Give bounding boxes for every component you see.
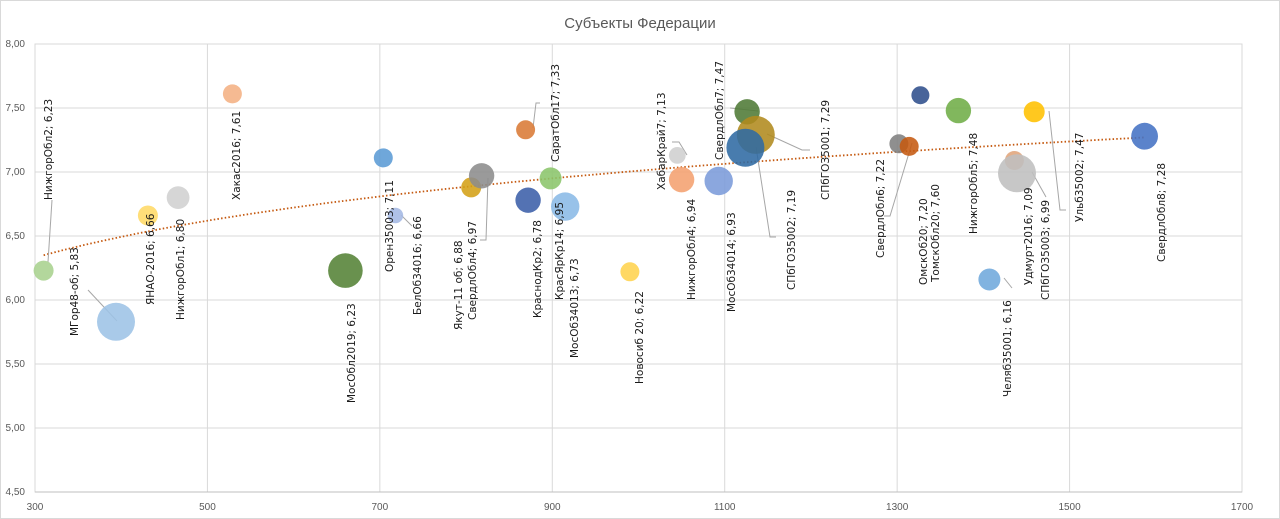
- x-tick-label: 900: [544, 502, 561, 513]
- data-label: НижгорОбл2; 6,23: [43, 99, 55, 200]
- bubble: [468, 163, 495, 189]
- bubble: [33, 260, 54, 281]
- y-tick-label: 5,00: [6, 423, 26, 434]
- x-tick-label: 300: [27, 502, 44, 513]
- data-label: СвердлОбл6; 7,22: [875, 159, 887, 258]
- y-tick-label: 7,00: [6, 167, 26, 178]
- y-tick-label: 7,50: [6, 103, 26, 114]
- data-label: ОмскОб20; 7,20: [918, 198, 930, 285]
- bubble: [668, 167, 695, 193]
- bubble: [998, 154, 1036, 193]
- data-label: Ульб35002; 7,47: [1074, 133, 1086, 222]
- data-label: НижгорОбл4; 6,94: [686, 199, 698, 300]
- data-label: МосОб34013; 6,73: [569, 258, 581, 358]
- bubble: [620, 262, 640, 282]
- bubble: [516, 120, 536, 140]
- data-label: МГор48-об; 5,83: [69, 247, 81, 336]
- leader-line: [480, 177, 489, 241]
- bubbles: [33, 84, 1158, 341]
- y-tick-label: 6,00: [6, 295, 26, 306]
- data-label: СПбГОЗ5003; 6,99: [1040, 200, 1052, 300]
- bubble: [166, 186, 190, 210]
- bubble: [1023, 101, 1045, 123]
- bubble: [668, 147, 686, 164]
- leader-line: [532, 102, 540, 129]
- bubble: [899, 136, 919, 156]
- data-label: ЯНАО-2016; 6,66: [145, 213, 157, 305]
- y-tick-label: 6,50: [6, 231, 26, 242]
- bubble: [539, 167, 562, 190]
- chart-title: Субъекты Федерации: [564, 15, 715, 32]
- leader-line: [1003, 277, 1013, 289]
- data-label: Удмурт2016; 7,09: [1023, 187, 1035, 285]
- bubble: [328, 253, 363, 288]
- leader-line: [1048, 110, 1066, 211]
- bubble: [387, 207, 404, 224]
- leader-line: [755, 146, 776, 238]
- bubble: [373, 148, 393, 168]
- x-tick-label: 1300: [886, 502, 909, 513]
- data-label: Орен35003; 7,11: [384, 180, 396, 272]
- x-tick-label: 1100: [714, 502, 736, 513]
- data-label: СПбГОЗ5001; 7,29: [820, 100, 832, 200]
- bubble: [726, 128, 765, 167]
- data-label: СПбГОЗ5002; 7,19: [786, 190, 798, 290]
- bubble: [911, 86, 930, 105]
- y-tick-label: 5,50: [6, 359, 26, 370]
- bubble: [978, 268, 1001, 291]
- data-label: ХабарКрай7; 7,13: [656, 92, 668, 190]
- x-tick-label: 1700: [1231, 502, 1254, 513]
- axes: 4,50 5,00 5,50 6,00 6,50 7,00 7,50 8,00 300 500 70…: [6, 39, 1254, 513]
- bubble: [97, 302, 135, 341]
- leader-line: [884, 142, 913, 217]
- bubble: [551, 192, 580, 221]
- data-label: МосОб34014; 6,93: [726, 212, 738, 312]
- data-label: КрасЯрКр14; 6,95: [554, 202, 566, 300]
- data-label: Хакас2016; 7,61: [231, 111, 243, 200]
- leader-line: [766, 133, 810, 151]
- x-tick-label: 500: [199, 502, 216, 513]
- data-label: ТомскОбл20; 7,60: [930, 184, 942, 283]
- data-label: Якут-11 об; 6,88: [453, 240, 465, 330]
- data-label: СвердлОбл8; 7,28: [1156, 163, 1168, 262]
- x-tick-label: 700: [372, 502, 389, 513]
- leader-line: [47, 199, 53, 263]
- data-label: НижгорОбл1; 6,80: [175, 219, 187, 320]
- x-tick-label: 1500: [1058, 502, 1081, 513]
- data-label: БелОб34016; 6,66: [412, 216, 424, 315]
- bubble: [704, 166, 733, 196]
- data-labels: НижгорОбл2; 6,23 МГор48-об; 5,83 ЯНАО-2016…: [43, 61, 1168, 403]
- y-tick-label: 4,50: [6, 487, 26, 498]
- data-label: НижгорОбл5; 7,48: [968, 133, 980, 234]
- bubble: [137, 205, 158, 226]
- data-label: СвердлОбл4; 6,97: [467, 221, 479, 320]
- leader-line: [672, 141, 688, 156]
- data-label: СаратОбл17; 7,33: [550, 64, 562, 162]
- bubble: [515, 187, 541, 213]
- bubble: [222, 84, 242, 104]
- bubble: [1131, 122, 1158, 150]
- y-tick-label: 8,00: [6, 39, 26, 50]
- data-label: КраснодКр2; 6,78: [532, 220, 544, 318]
- data-label: Новосиб 20; 6,22: [634, 291, 646, 384]
- data-label: МосОбл2019; 6,23: [346, 303, 358, 403]
- data-label: СвердлОбл7; 7,47: [714, 61, 726, 160]
- bubble: [945, 97, 972, 124]
- data-label: Челяб35001; 6,16: [1002, 300, 1014, 397]
